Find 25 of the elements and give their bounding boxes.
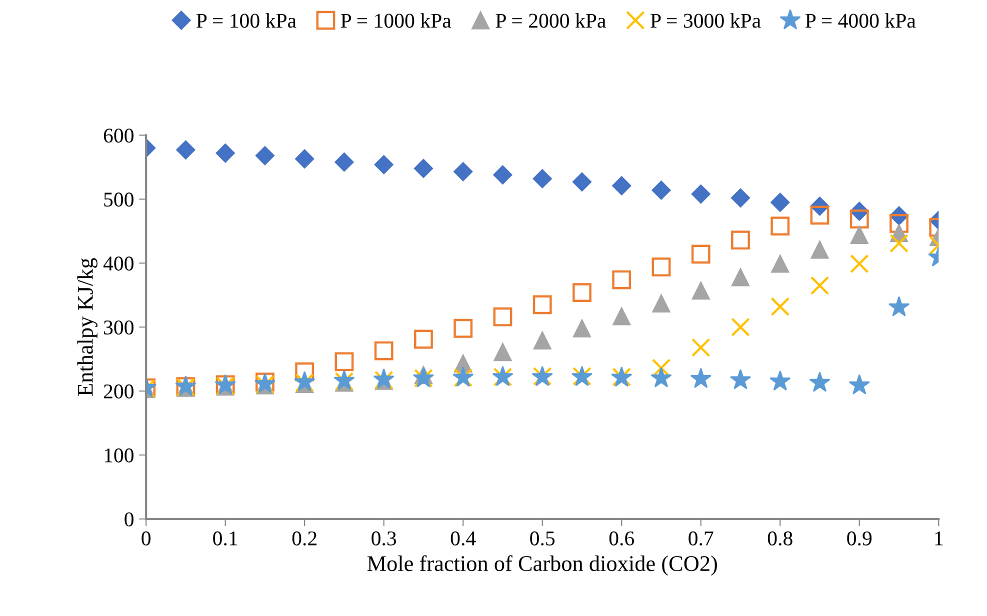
y-tick-label: 600 — [104, 128, 134, 143]
x-tick-label: 0.2 — [292, 531, 316, 546]
x-tick-label: 0.7 — [688, 531, 714, 546]
x-tick-label: 0.5 — [530, 531, 555, 546]
x-tick-label: 0.6 — [609, 531, 634, 546]
x-tick-label: 0.4 — [450, 531, 476, 546]
x-tick-label: 1 — [935, 531, 943, 546]
legend-label: P = 4000 kPa — [805, 13, 916, 28]
y-tick-label: 400 — [103, 256, 134, 271]
legend-label: P = 100 kPa — [196, 13, 296, 28]
x-tick-label: 0 — [142, 531, 150, 546]
y-tick-label: 100 — [104, 448, 134, 462]
x-tick-label: 0.3 — [372, 531, 396, 546]
y-axis-title: Enthalpy KJ/kg — [77, 258, 98, 396]
y-tick-label: 0 — [124, 512, 134, 526]
legend-label: P = 3000 kPa — [650, 13, 761, 28]
y-tick-label: 200 — [104, 384, 134, 398]
x-axis-title: Mole fraction of Carbon dioxide (CO2) — [367, 555, 717, 576]
legend-label: P = 2000 kPa — [496, 13, 606, 28]
legend-label: P = 1000 kPa — [340, 13, 452, 28]
y-tick-label: 500 — [104, 192, 134, 207]
y-tick-label: 300 — [104, 320, 134, 335]
x-tick-label: 0.8 — [768, 531, 792, 546]
x-tick-label: 0.1 — [213, 531, 238, 546]
x-tick-label: 0.9 — [847, 531, 872, 546]
